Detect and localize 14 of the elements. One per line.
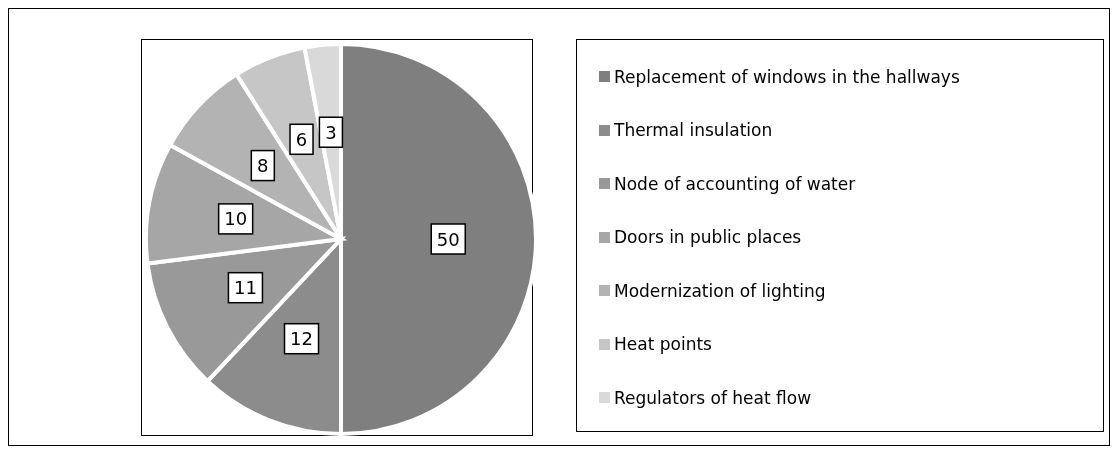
legend-label: Node of accounting of water bbox=[614, 173, 856, 194]
legend-label: Regulators of heat flow bbox=[614, 387, 812, 408]
data-label: 8 bbox=[257, 155, 269, 177]
legend-label: Modernization of lighting bbox=[614, 280, 826, 301]
data-label: 50 bbox=[436, 228, 460, 250]
data-label: 11 bbox=[233, 277, 257, 299]
legend-label: Thermal insulation bbox=[614, 120, 773, 141]
data-label: 3 bbox=[325, 121, 337, 143]
data-label: 12 bbox=[290, 328, 313, 350]
legend-label: Replacement of windows in the hallways bbox=[614, 66, 960, 87]
data-label: 10 bbox=[224, 208, 248, 230]
data-label: 6 bbox=[295, 128, 308, 150]
legend-label: Doors in public places bbox=[614, 227, 802, 248]
legend-label: Heat points bbox=[614, 334, 712, 355]
